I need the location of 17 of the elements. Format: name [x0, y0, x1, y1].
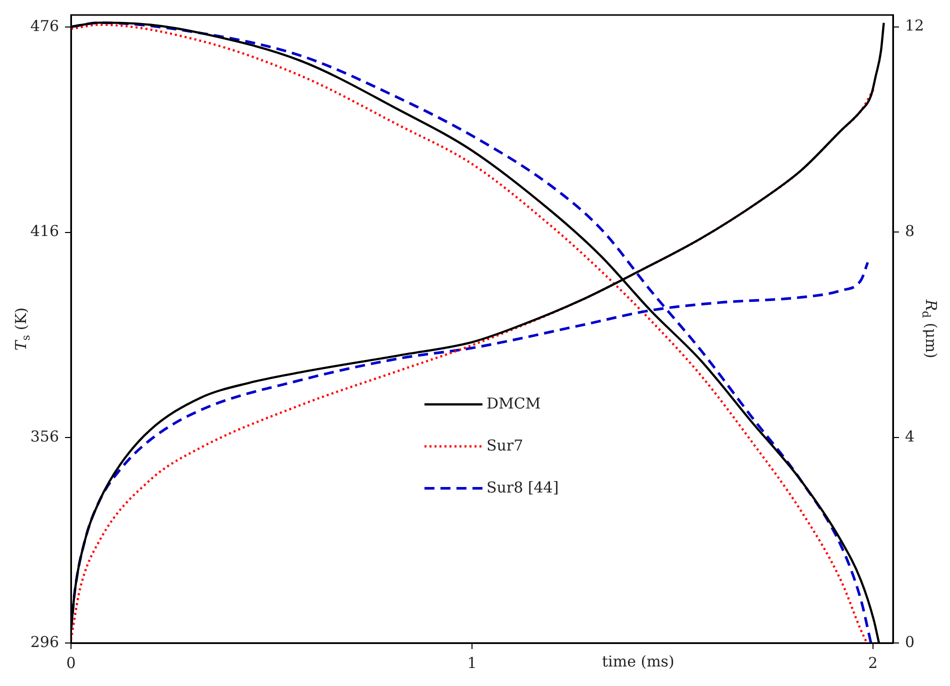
x-tick-label: 1 — [467, 654, 477, 672]
y-tick-label: 476 — [30, 16, 59, 35]
x-tick-label: 2 — [868, 654, 878, 672]
y2-axis-title: Rd (μm) — [920, 298, 940, 358]
y2-tick-label: 0 — [905, 632, 915, 651]
y2-tick-label: 12 — [905, 16, 924, 35]
legend-label: Sur8 [44] — [486, 478, 559, 496]
y2-tick-label: 8 — [905, 222, 915, 240]
x-axis-title: time (ms) — [602, 652, 674, 670]
legend-label: Sur7 — [486, 436, 524, 454]
x-tick-label: 0 — [66, 654, 76, 672]
y-tick-label: 416 — [30, 222, 59, 240]
y-tick-label: 296 — [30, 632, 59, 651]
y-axis-title: Ts (K) — [12, 307, 32, 351]
legend-label: DMCM — [486, 394, 541, 412]
y-tick-label: 356 — [30, 428, 59, 446]
y2-tick-label: 4 — [905, 427, 915, 446]
